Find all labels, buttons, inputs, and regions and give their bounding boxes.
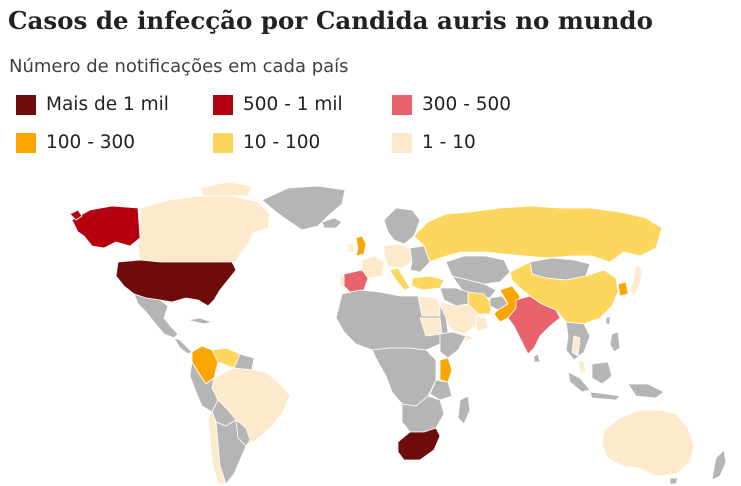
egypt xyxy=(417,295,441,317)
legend-label: Mais de 1 mil xyxy=(46,94,169,115)
russia xyxy=(413,205,663,263)
korea xyxy=(617,281,629,297)
legend-item-1-10: 1 - 10 xyxy=(392,132,476,153)
tasmania xyxy=(669,477,679,485)
japan xyxy=(629,263,643,297)
tanzania xyxy=(429,379,453,401)
australia xyxy=(601,409,695,477)
oman-uae xyxy=(475,315,489,333)
aleutians xyxy=(69,209,83,221)
legend-item-500-1-mil: 500 - 1 mil xyxy=(213,94,343,115)
iceland xyxy=(321,217,343,229)
philippines xyxy=(609,331,621,353)
argentina xyxy=(215,419,247,485)
south-africa xyxy=(397,427,441,461)
madagascar xyxy=(457,395,471,425)
map-title: Casos de infecção por Candida auris no m… xyxy=(8,6,653,35)
usa xyxy=(115,259,237,307)
legend-label: 10 - 100 xyxy=(243,132,321,153)
horn-of-africa xyxy=(439,331,467,359)
legend-swatch xyxy=(392,132,412,153)
legend-label: 500 - 1 mil xyxy=(243,94,343,115)
legend-item-mais-de-1-mil: Mais de 1 mil xyxy=(16,94,169,115)
canada xyxy=(137,195,271,263)
spain xyxy=(343,269,369,293)
alaska xyxy=(71,205,141,249)
turkey xyxy=(411,275,445,291)
map-subtitle: Número de notificações em cada país xyxy=(9,56,349,77)
uk xyxy=(355,235,367,257)
pakistan xyxy=(493,285,521,323)
legend-label: 100 - 300 xyxy=(46,132,136,153)
kenya xyxy=(439,357,453,383)
new-zealand xyxy=(711,449,727,481)
legend-label: 1 - 10 xyxy=(422,132,476,153)
indonesia-sumatra xyxy=(567,371,591,393)
italy xyxy=(389,267,411,291)
portugal xyxy=(339,273,345,289)
central-america xyxy=(173,337,193,355)
southern-africa xyxy=(401,395,445,433)
china xyxy=(509,261,619,325)
indonesia-java xyxy=(589,391,621,401)
paraguay-uruguay xyxy=(235,419,251,447)
ireland xyxy=(347,243,355,253)
taiwan xyxy=(605,315,611,325)
mexico xyxy=(133,293,179,339)
legend-swatch xyxy=(392,94,412,115)
scandinavia xyxy=(383,207,421,245)
thailand xyxy=(571,335,581,357)
indonesia-borneo xyxy=(591,361,613,385)
legend-item-10-100: 10 - 100 xyxy=(213,132,320,153)
legend: Mais de 1 mil 500 - 1 mil 300 - 500 100 … xyxy=(16,94,576,164)
world-map xyxy=(69,181,727,485)
canada-islands xyxy=(199,181,253,197)
legend-swatch xyxy=(16,132,36,153)
legend-item-100-300: 100 - 300 xyxy=(16,132,135,153)
legend-item-300-500: 300 - 500 xyxy=(392,94,511,115)
legend-swatch xyxy=(213,132,233,153)
malaysia xyxy=(577,359,587,373)
sri-lanka xyxy=(533,353,541,363)
greenland xyxy=(261,185,346,231)
legend-swatch xyxy=(213,94,233,115)
legend-swatch xyxy=(16,94,36,115)
germany-central-europe xyxy=(383,243,413,269)
legend-label: 300 - 500 xyxy=(422,94,512,115)
cuba xyxy=(187,317,213,325)
new-guinea xyxy=(627,383,665,399)
